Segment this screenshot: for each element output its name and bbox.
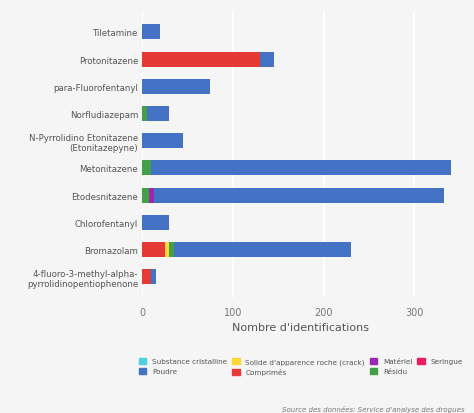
- Bar: [174, 242, 351, 257]
- Bar: [142, 242, 165, 257]
- Bar: [142, 80, 210, 95]
- Bar: [142, 161, 151, 176]
- Bar: [151, 270, 156, 285]
- Bar: [142, 52, 260, 67]
- Bar: [165, 242, 169, 257]
- Legend: Substance cristalline, Poudre, Solide d'apparence roche (crack), Comprimés, Maté: Substance cristalline, Poudre, Solide d'…: [139, 358, 463, 375]
- Bar: [149, 188, 154, 203]
- X-axis label: Nombre d'identifications: Nombre d'identifications: [232, 323, 370, 332]
- Bar: [154, 188, 444, 203]
- Bar: [147, 107, 169, 122]
- Bar: [142, 188, 149, 203]
- Bar: [151, 161, 451, 176]
- Bar: [142, 215, 169, 230]
- Bar: [142, 25, 160, 40]
- Bar: [169, 242, 174, 257]
- Bar: [142, 134, 183, 149]
- Bar: [142, 270, 151, 285]
- Text: Source des données: Service d'analyse des drogues: Source des données: Service d'analyse de…: [282, 405, 465, 412]
- Bar: [260, 52, 274, 67]
- Bar: [142, 107, 147, 122]
